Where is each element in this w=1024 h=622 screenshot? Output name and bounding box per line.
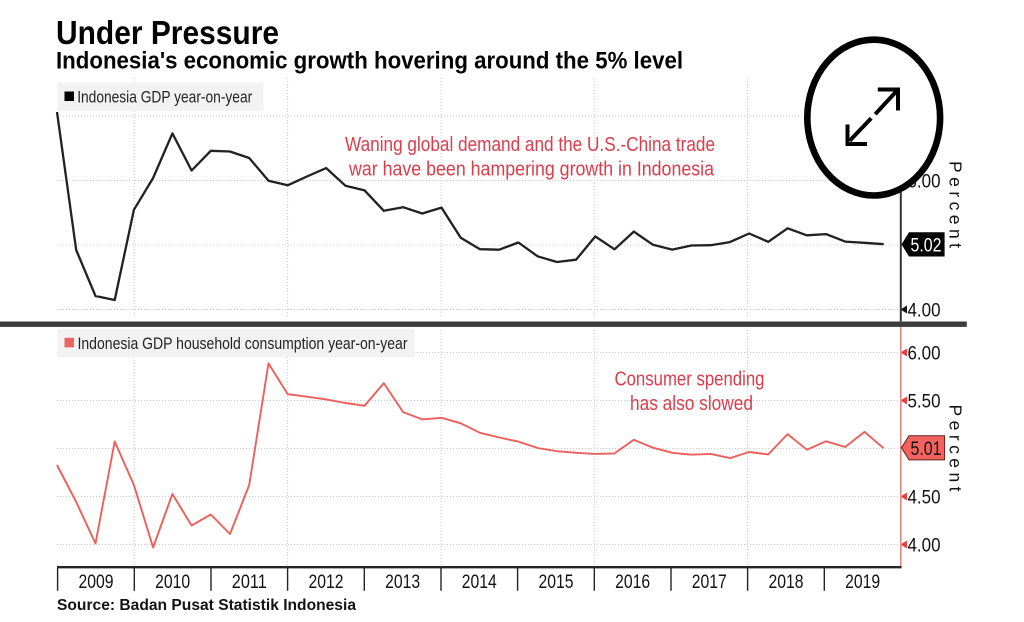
svg-text:2019: 2019 bbox=[845, 572, 880, 593]
svg-text:4.50: 4.50 bbox=[908, 488, 941, 509]
svg-text:2012: 2012 bbox=[309, 572, 344, 593]
svg-text:Indonesia GDP household consum: Indonesia GDP household consumption year… bbox=[78, 334, 408, 353]
svg-text:5.02: 5.02 bbox=[911, 235, 942, 256]
svg-text:Source: Badan Pusat Statistik: Source: Badan Pusat Statistik Indonesia bbox=[57, 597, 356, 614]
svg-text:has also slowed: has also slowed bbox=[630, 392, 753, 415]
svg-text:Consumer spending: Consumer spending bbox=[615, 368, 765, 391]
svg-text:5.01: 5.01 bbox=[911, 439, 942, 460]
svg-text:2010: 2010 bbox=[155, 572, 190, 593]
svg-text:Indonesia GDP year-on-year: Indonesia GDP year-on-year bbox=[77, 88, 252, 107]
svg-text:2009: 2009 bbox=[79, 572, 114, 593]
svg-text:2017: 2017 bbox=[692, 572, 727, 593]
svg-text:4.00: 4.00 bbox=[908, 536, 941, 557]
svg-text:Under Pressure: Under Pressure bbox=[56, 14, 279, 51]
svg-text:Waning global demand and the U: Waning global demand and the U.S.-China … bbox=[345, 133, 715, 156]
svg-text:2013: 2013 bbox=[385, 572, 420, 593]
svg-text:2018: 2018 bbox=[769, 572, 804, 593]
svg-text:war have been hampering growth: war have been hampering growth in Indone… bbox=[348, 158, 714, 181]
svg-text:2014: 2014 bbox=[462, 572, 497, 593]
svg-text:2015: 2015 bbox=[539, 572, 574, 593]
svg-text:5.50: 5.50 bbox=[908, 392, 941, 413]
svg-text:6.00: 6.00 bbox=[908, 344, 941, 365]
svg-text:2011: 2011 bbox=[232, 572, 267, 593]
svg-text:2016: 2016 bbox=[615, 572, 650, 593]
svg-text:4.00: 4.00 bbox=[908, 301, 941, 322]
svg-text:Indonesia's economic growth ho: Indonesia's economic growth hovering aro… bbox=[56, 48, 683, 75]
